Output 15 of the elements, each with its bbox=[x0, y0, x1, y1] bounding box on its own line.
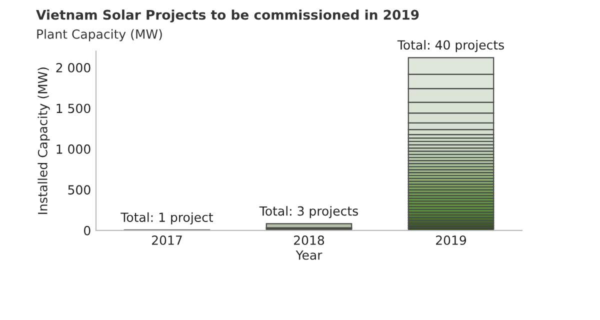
y-axis-title: Installed Capacity (MW) bbox=[38, 68, 50, 214]
annotation: Total: 40 projects bbox=[397, 40, 504, 52]
x-tick-label: 2017 bbox=[152, 235, 182, 245]
x-axis-title: Year bbox=[296, 250, 322, 260]
x-tick-label: 2018 bbox=[294, 235, 324, 245]
annotation: Total: 1 project bbox=[120, 212, 214, 224]
y-tick-label: 1 000 bbox=[56, 144, 90, 154]
chart-subtitle: Plant Capacity (MW) bbox=[37, 29, 162, 42]
y-tick-label: 500 bbox=[68, 185, 90, 195]
x-tick-label: 2019 bbox=[436, 235, 466, 245]
chart-title: Vietnam Solar Projects to be commissioned in 2019 bbox=[36, 10, 419, 22]
annotation: Total: 3 projects bbox=[259, 206, 358, 218]
y-tick-label: 0 bbox=[84, 226, 90, 236]
y-tick-label: 1 500 bbox=[56, 104, 90, 114]
y-tick-label: 2 000 bbox=[56, 62, 90, 72]
